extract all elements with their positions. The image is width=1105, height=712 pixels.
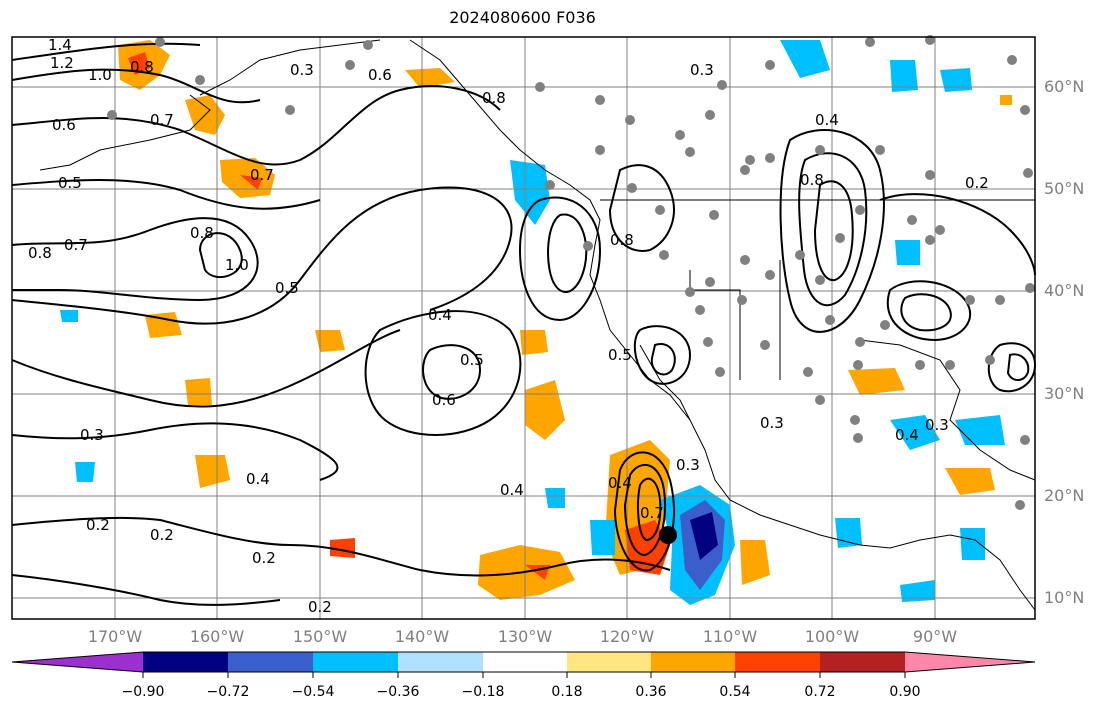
contour-label: 0.7	[64, 236, 88, 254]
colorbar-segment	[820, 652, 905, 672]
colorbar-segment	[735, 652, 820, 672]
lon-label: 160°W	[189, 627, 245, 646]
contour-label: 0.6	[432, 391, 456, 409]
contour-label: 0.3	[760, 414, 784, 432]
colorbar-segment	[567, 652, 651, 672]
contour-label: 0.4	[815, 111, 839, 129]
colorbar-segment	[143, 652, 228, 672]
contour-label: 0.2	[308, 598, 332, 616]
colorbar-tick-label: −0.36	[376, 684, 420, 700]
contour-lines	[11, 42, 1037, 606]
contour-label: 0.2	[86, 516, 110, 534]
contour-label: 0.6	[368, 66, 392, 84]
colorbar-tick-label: 0.18	[551, 684, 583, 700]
contour-label: 0.4	[428, 306, 452, 324]
lat-label: 50°N	[1044, 179, 1085, 198]
colorbar-segment	[905, 652, 1035, 672]
lon-label: 90°W	[912, 627, 958, 646]
contour-label: 0.7	[640, 504, 664, 522]
contour-label: 0.3	[690, 61, 714, 79]
contour-label: 0.3	[80, 426, 104, 444]
contour-label: 1.0	[225, 256, 249, 274]
lon-label: 100°W	[804, 627, 860, 646]
contour-label: 0.2	[150, 526, 174, 544]
lat-label: 40°N	[1044, 281, 1085, 300]
colorbar-tick-label: 0.72	[804, 684, 836, 700]
contour-label: 0.8	[190, 224, 214, 242]
contour-label: 0.8	[610, 231, 634, 249]
map-background	[12, 37, 1035, 619]
contour-label: 0.4	[500, 481, 524, 499]
contour-label: 0.3	[290, 61, 314, 79]
lon-label: 110°W	[702, 627, 758, 646]
lat-label: 60°N	[1044, 77, 1085, 96]
colorbar-segment	[313, 652, 398, 672]
colorbar-tick-label: −0.90	[121, 684, 165, 700]
contour-label: 0.7	[250, 166, 274, 184]
contour-label: 0.5	[58, 174, 82, 192]
contour-label: 1.2	[50, 54, 74, 72]
contour-label: 0.4	[608, 474, 632, 492]
lat-label: 20°N	[1044, 486, 1085, 505]
contour-label: 0.3	[925, 416, 949, 434]
colorbar-tick-label: 0.36	[635, 684, 667, 700]
contour-label: 0.8	[800, 171, 824, 189]
colorbar-tick-label: −0.18	[461, 684, 505, 700]
contour-label: 0.4	[246, 470, 270, 488]
colorbar-tick-label: 0.54	[719, 684, 751, 700]
lon-label: 170°W	[87, 627, 143, 646]
lon-label: 140°W	[394, 627, 450, 646]
colorbar-segment	[483, 652, 567, 672]
contour-label: 0.2	[965, 174, 989, 192]
contour-label: 0.5	[608, 346, 632, 364]
colorbar-segment	[228, 652, 313, 672]
colorbar-segment	[398, 652, 483, 672]
contour-label: 0.6	[52, 116, 76, 134]
map-title: 2024080600 F036	[449, 8, 596, 27]
contour-label: 0.7	[150, 111, 174, 129]
colorbar-tick-label: 0.90	[889, 684, 921, 700]
map-frame	[11, 36, 1036, 620]
contour-label: 0.8	[130, 58, 154, 76]
contour-label: 0.5	[460, 351, 484, 369]
contour-label: 0.2	[252, 549, 276, 567]
lon-label: 120°W	[599, 627, 655, 646]
colorbar	[11, 651, 1036, 678]
contour-label: 0.8	[28, 244, 52, 262]
station-dots	[107, 35, 1035, 510]
colorbar-segment	[651, 652, 735, 672]
lon-label: 150°W	[292, 627, 348, 646]
colorbar-segment	[12, 652, 143, 672]
contour-label: 0.8	[482, 89, 506, 107]
colorbar-tick-label: −0.72	[206, 684, 250, 700]
contour-label: 0.3	[676, 456, 700, 474]
lon-label: 130°W	[497, 627, 553, 646]
contour-label-group: 1.4 1.2 1.0 0.8 0.8 0.3 0.6 0.7 0.6 0.5 …	[28, 36, 989, 616]
storm-center-marker	[659, 526, 677, 544]
contour-label: 1.0	[88, 66, 112, 84]
lat-label: 30°N	[1044, 384, 1085, 403]
colorbar-tick-label: −0.54	[291, 684, 335, 700]
contour-label: 0.4	[895, 426, 919, 444]
lat-label: 10°N	[1044, 588, 1085, 607]
contour-label: 1.4	[48, 36, 72, 54]
contour-label: 0.5	[275, 279, 299, 297]
